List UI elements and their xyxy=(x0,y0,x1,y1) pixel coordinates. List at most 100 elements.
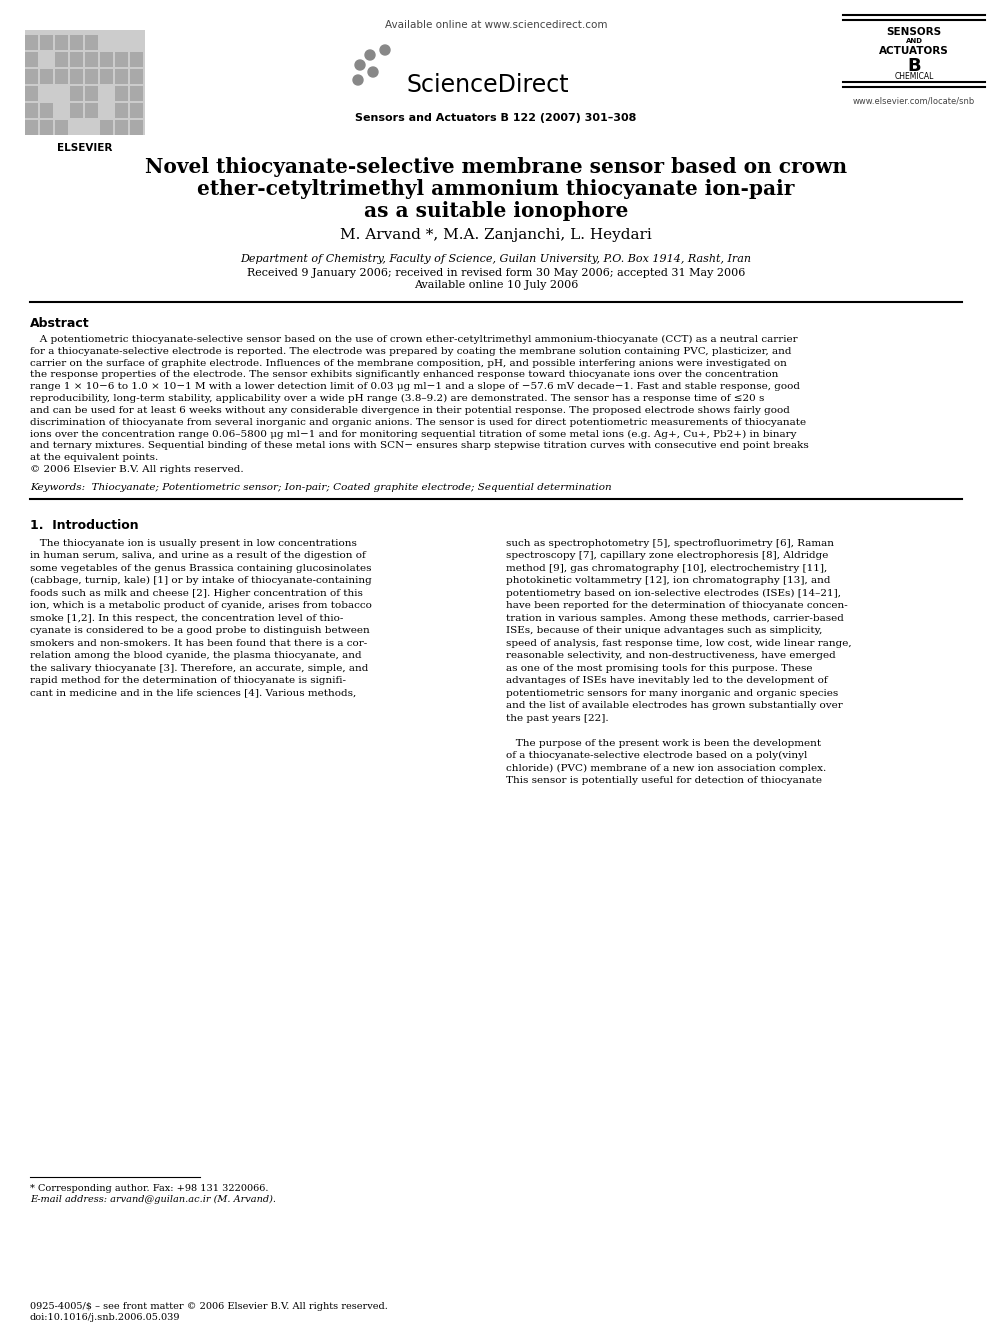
Bar xyxy=(115,34,128,50)
Text: A potentiometric thiocyanate-selective sensor based on the use of crown ether-ce: A potentiometric thiocyanate-selective s… xyxy=(30,335,798,344)
Text: smoke [1,2]. In this respect, the concentration level of thio-: smoke [1,2]. In this respect, the concen… xyxy=(30,614,343,623)
Text: Abstract: Abstract xyxy=(30,318,89,329)
Text: potentiometry based on ion-selective electrodes (ISEs) [14–21],: potentiometry based on ion-selective ele… xyxy=(506,589,841,598)
Text: the past years [22].: the past years [22]. xyxy=(506,713,609,722)
Text: (cabbage, turnip, kale) [1] or by intake of thiocyanate-containing: (cabbage, turnip, kale) [1] or by intake… xyxy=(30,576,372,585)
Text: Available online at www.sciencedirect.com: Available online at www.sciencedirect.co… xyxy=(385,20,607,30)
Text: Sensors and Actuators B 122 (2007) 301–308: Sensors and Actuators B 122 (2007) 301–3… xyxy=(355,112,637,123)
Bar xyxy=(25,86,38,101)
Bar xyxy=(25,30,145,135)
Text: ELSEVIER: ELSEVIER xyxy=(58,143,113,153)
Text: as a suitable ionophore: as a suitable ionophore xyxy=(364,201,628,221)
Bar xyxy=(25,52,38,67)
Bar xyxy=(85,86,98,101)
Text: SENSORS: SENSORS xyxy=(887,26,941,37)
Text: reproducibility, long-term stability, applicability over a wide pH range (3.8–9.: reproducibility, long-term stability, ap… xyxy=(30,394,765,404)
Text: ScienceDirect: ScienceDirect xyxy=(406,73,568,97)
Text: * Corresponding author. Fax: +98 131 3220066.: * Corresponding author. Fax: +98 131 322… xyxy=(30,1184,269,1193)
Text: method [9], gas chromatography [10], electrochemistry [11],: method [9], gas chromatography [10], ele… xyxy=(506,564,827,573)
Text: foods such as milk and cheese [2]. Higher concentration of this: foods such as milk and cheese [2]. Highe… xyxy=(30,589,363,598)
Text: 1.  Introduction: 1. Introduction xyxy=(30,519,139,532)
Text: have been reported for the determination of thiocyanate concen-: have been reported for the determination… xyxy=(506,601,848,610)
Text: and can be used for at least 6 weeks without any considerable divergence in thei: and can be used for at least 6 weeks wit… xyxy=(30,406,790,415)
Circle shape xyxy=(355,60,365,70)
Circle shape xyxy=(365,50,375,60)
Text: relation among the blood cyanide, the plasma thiocyanate, and: relation among the blood cyanide, the pl… xyxy=(30,651,362,660)
Bar xyxy=(25,103,38,118)
Circle shape xyxy=(353,75,363,85)
Bar xyxy=(25,34,38,50)
Text: © 2006 Elsevier B.V. All rights reserved.: © 2006 Elsevier B.V. All rights reserved… xyxy=(30,464,244,474)
Text: tration in various samples. Among these methods, carrier-based: tration in various samples. Among these … xyxy=(506,614,844,623)
Bar xyxy=(85,69,98,83)
Bar xyxy=(70,52,83,67)
Text: such as spectrophotometry [5], spectrofluorimetry [6], Raman: such as spectrophotometry [5], spectrofl… xyxy=(506,538,834,548)
Bar xyxy=(115,120,128,135)
Text: Novel thiocyanate-selective membrane sensor based on crown: Novel thiocyanate-selective membrane sen… xyxy=(145,157,847,177)
Text: 0925-4005/$ – see front matter © 2006 Elsevier B.V. All rights reserved.: 0925-4005/$ – see front matter © 2006 El… xyxy=(30,1302,388,1311)
Bar xyxy=(85,120,98,135)
Text: smokers and non-smokers. It has been found that there is a cor-: smokers and non-smokers. It has been fou… xyxy=(30,639,367,647)
Text: ISEs, because of their unique advantages such as simplicity,: ISEs, because of their unique advantages… xyxy=(506,626,822,635)
Text: B: B xyxy=(908,57,921,75)
Bar xyxy=(130,69,143,83)
Text: of a thiocyanate-selective electrode based on a poly(vinyl: of a thiocyanate-selective electrode bas… xyxy=(506,751,807,761)
Text: E-mail address: arvand@guilan.ac.ir (M. Arvand).: E-mail address: arvand@guilan.ac.ir (M. … xyxy=(30,1195,276,1204)
Text: doi:10.1016/j.snb.2006.05.039: doi:10.1016/j.snb.2006.05.039 xyxy=(30,1312,181,1322)
Text: advantages of ISEs have inevitably led to the development of: advantages of ISEs have inevitably led t… xyxy=(506,676,827,685)
Text: some vegetables of the genus Brassica containing glucosinolates: some vegetables of the genus Brassica co… xyxy=(30,564,371,573)
Text: reasonable selectivity, and non-destructiveness, have emerged: reasonable selectivity, and non-destruct… xyxy=(506,651,835,660)
Text: ions over the concentration range 0.06–5800 μg ml−1 and for monitoring sequentia: ions over the concentration range 0.06–5… xyxy=(30,430,797,438)
Text: CHEMICAL: CHEMICAL xyxy=(895,71,933,81)
Text: ion, which is a metabolic product of cyanide, arises from tobacco: ion, which is a metabolic product of cya… xyxy=(30,601,372,610)
Bar xyxy=(25,120,38,135)
Text: This sensor is potentially useful for detection of thiocyanate: This sensor is potentially useful for de… xyxy=(506,777,822,785)
Bar xyxy=(115,86,128,101)
Circle shape xyxy=(368,67,378,77)
Text: Available online 10 July 2006: Available online 10 July 2006 xyxy=(414,280,578,290)
Text: and the list of available electrodes has grown substantially over: and the list of available electrodes has… xyxy=(506,701,843,710)
Text: spectroscopy [7], capillary zone electrophoresis [8], Aldridge: spectroscopy [7], capillary zone electro… xyxy=(506,552,828,560)
Bar xyxy=(55,69,68,83)
Bar xyxy=(100,69,113,83)
Text: discrimination of thiocyanate from several inorganic and organic anions. The sen: discrimination of thiocyanate from sever… xyxy=(30,418,806,426)
Bar xyxy=(130,86,143,101)
Text: speed of analysis, fast response time, low cost, wide linear range,: speed of analysis, fast response time, l… xyxy=(506,639,851,647)
Text: carrier on the surface of graphite electrode. Influences of the membrane composi: carrier on the surface of graphite elect… xyxy=(30,359,787,368)
Bar xyxy=(130,103,143,118)
Text: for a thiocyanate-selective electrode is reported. The electrode was prepared by: for a thiocyanate-selective electrode is… xyxy=(30,347,792,356)
Text: Keywords:  Thiocyanate; Potentiometric sensor; Ion-pair; Coated graphite electro: Keywords: Thiocyanate; Potentiometric se… xyxy=(30,483,612,492)
Text: The purpose of the present work is been the development: The purpose of the present work is been … xyxy=(506,738,821,747)
Text: Department of Chemistry, Faculty of Science, Guilan University, P.O. Box 1914, R: Department of Chemistry, Faculty of Scie… xyxy=(240,254,752,265)
Text: Received 9 January 2006; received in revised form 30 May 2006; accepted 31 May 2: Received 9 January 2006; received in rev… xyxy=(247,269,745,278)
Text: range 1 × 10−6 to 1.0 × 10−1 M with a lower detection limit of 0.03 μg ml−1 and : range 1 × 10−6 to 1.0 × 10−1 M with a lo… xyxy=(30,382,800,392)
Bar xyxy=(130,34,143,50)
Text: the salivary thiocyanate [3]. Therefore, an accurate, simple, and: the salivary thiocyanate [3]. Therefore,… xyxy=(30,664,368,672)
Text: www.elsevier.com/locate/snb: www.elsevier.com/locate/snb xyxy=(853,97,975,106)
Bar xyxy=(130,120,143,135)
Text: cant in medicine and in the life sciences [4]. Various methods,: cant in medicine and in the life science… xyxy=(30,688,356,697)
Bar xyxy=(130,52,143,67)
Text: at the equivalent points.: at the equivalent points. xyxy=(30,452,159,462)
Text: and ternary mixtures. Sequential binding of these metal ions with SCN− ensures s: and ternary mixtures. Sequential binding… xyxy=(30,441,808,450)
Bar xyxy=(55,86,68,101)
Bar xyxy=(85,34,98,50)
Text: as one of the most promising tools for this purpose. These: as one of the most promising tools for t… xyxy=(506,664,812,672)
Bar xyxy=(70,69,83,83)
Circle shape xyxy=(380,45,390,56)
Text: rapid method for the determination of thiocyanate is signifi-: rapid method for the determination of th… xyxy=(30,676,346,685)
Text: M. Arvand *, M.A. Zanjanchi, L. Heydari: M. Arvand *, M.A. Zanjanchi, L. Heydari xyxy=(340,228,652,242)
Bar xyxy=(70,86,83,101)
Bar xyxy=(40,34,53,50)
Text: in human serum, saliva, and urine as a result of the digestion of: in human serum, saliva, and urine as a r… xyxy=(30,552,366,560)
Text: AND: AND xyxy=(906,38,923,44)
Bar xyxy=(55,120,68,135)
Bar xyxy=(55,52,68,67)
Text: ACTUATORS: ACTUATORS xyxy=(879,46,949,56)
Text: photokinetic voltammetry [12], ion chromatography [13], and: photokinetic voltammetry [12], ion chrom… xyxy=(506,576,830,585)
Bar xyxy=(85,103,98,118)
Text: potentiometric sensors for many inorganic and organic species: potentiometric sensors for many inorgani… xyxy=(506,688,838,697)
Text: chloride) (PVC) membrane of a new ion association complex.: chloride) (PVC) membrane of a new ion as… xyxy=(506,763,826,773)
Bar xyxy=(100,86,113,101)
Text: cyanate is considered to be a good probe to distinguish between: cyanate is considered to be a good probe… xyxy=(30,626,370,635)
